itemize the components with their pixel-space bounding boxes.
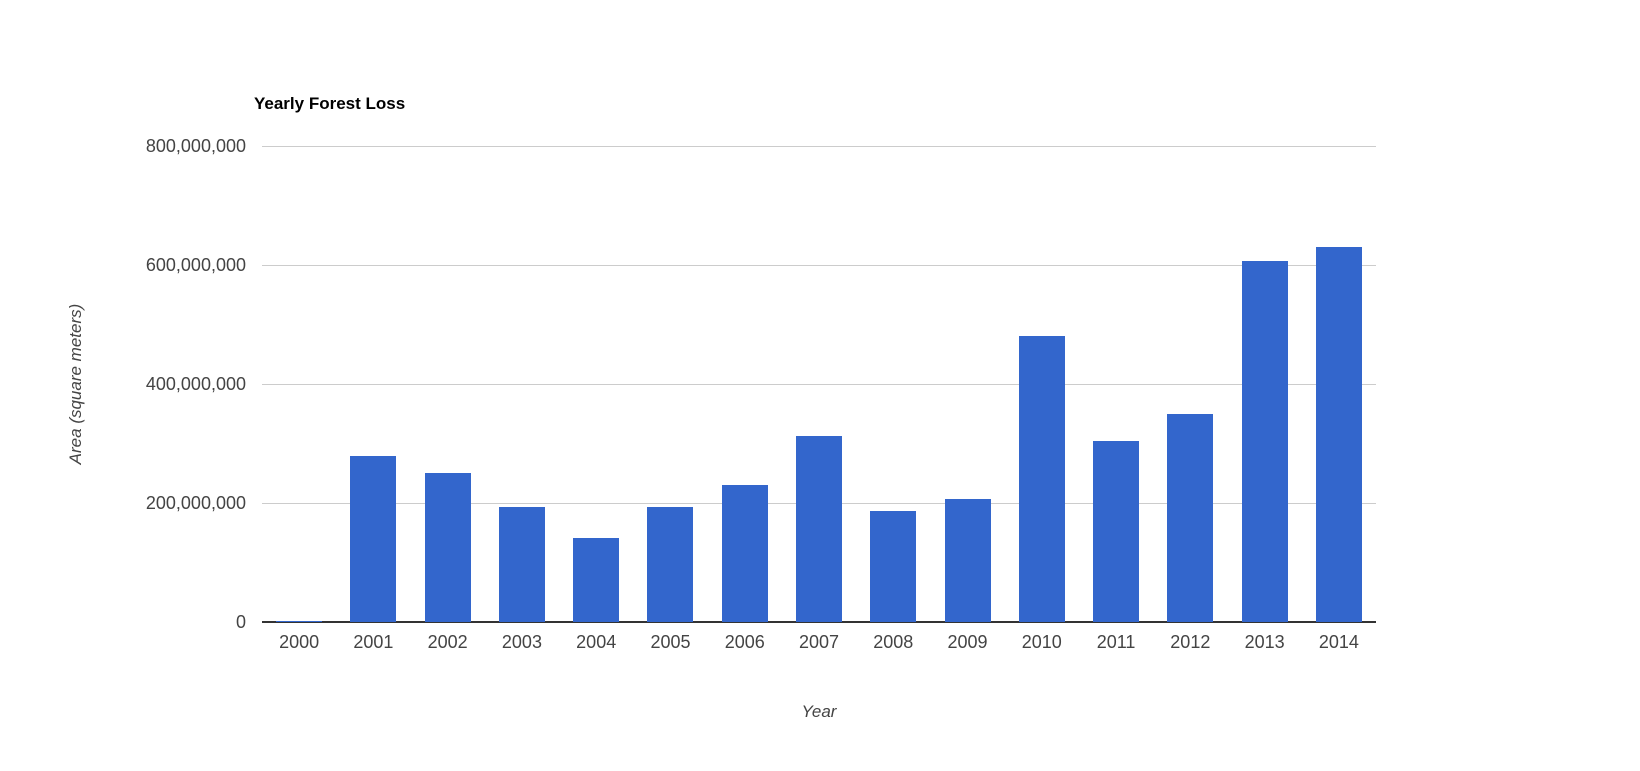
bar[interactable]	[721, 484, 768, 622]
x-tick-label: 2005	[650, 632, 691, 652]
x-axis-line	[262, 621, 1376, 623]
y-tick-label: 0	[235, 612, 246, 632]
x-tick-label: 2009	[947, 632, 988, 652]
bar[interactable]	[350, 455, 397, 622]
x-tick-label: 2012	[1170, 632, 1211, 652]
bar[interactable]	[1167, 413, 1214, 622]
bar[interactable]	[647, 506, 694, 622]
bar[interactable]	[1241, 261, 1288, 622]
y-tick-label: 600,000,000	[145, 255, 246, 275]
x-tick-label: 2010	[1021, 632, 1062, 652]
x-tick-label: 2008	[873, 632, 914, 652]
x-tick-label: 2006	[724, 632, 765, 652]
bar[interactable]	[796, 435, 842, 622]
bar[interactable]	[870, 510, 917, 622]
y-tick-label: 200,000,000	[145, 493, 246, 513]
y-tick-label: 800,000,000	[145, 136, 246, 156]
x-tick-label: 2014	[1318, 632, 1359, 652]
gridline	[262, 146, 1376, 147]
y-tick-label: 400,000,000	[145, 374, 246, 394]
bar[interactable]	[424, 473, 471, 622]
x-axis-title: Year	[801, 702, 837, 721]
bar[interactable]	[944, 499, 991, 622]
bar[interactable]	[1315, 247, 1362, 622]
x-tick-label: 2004	[576, 632, 617, 652]
x-tick-label: 2011	[1096, 632, 1136, 652]
bar[interactable]	[276, 620, 323, 622]
gridline	[262, 384, 1376, 385]
x-tick-label: 2002	[427, 632, 468, 652]
x-tick-label: 2001	[353, 632, 394, 652]
bar[interactable]	[498, 506, 545, 622]
x-tick-label: 2013	[1244, 632, 1285, 652]
x-tick-label: 2000	[279, 632, 320, 652]
x-tick-label: 2003	[501, 632, 542, 652]
chart-title: Yearly Forest Loss	[254, 94, 406, 113]
gridline	[262, 265, 1376, 266]
x-tick-label: 2007	[798, 632, 840, 652]
bar[interactable]	[1018, 335, 1065, 622]
bar[interactable]	[573, 537, 620, 622]
bar[interactable]	[1093, 441, 1140, 622]
